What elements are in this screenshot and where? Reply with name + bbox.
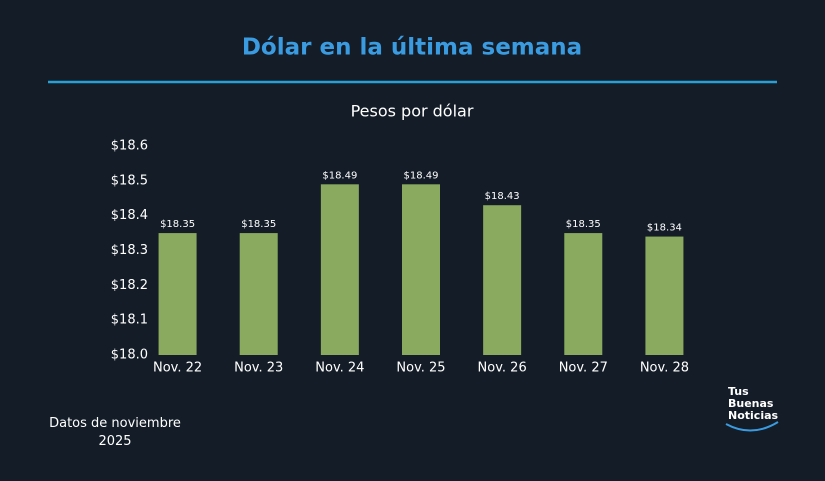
x-tick-label: Nov. 23 bbox=[234, 361, 283, 376]
y-tick-label: $18.6 bbox=[111, 139, 148, 154]
y-tick-label: $18.1 bbox=[111, 313, 148, 328]
y-tick-label: $18.0 bbox=[111, 348, 148, 363]
bar bbox=[645, 236, 684, 355]
x-tick-label: Nov. 22 bbox=[153, 361, 202, 376]
value-label: $18.35 bbox=[241, 219, 276, 230]
bar bbox=[158, 233, 197, 355]
logo-text: Buenas bbox=[728, 397, 774, 410]
x-tick-label: Nov. 28 bbox=[640, 361, 689, 376]
y-tick-label: $18.2 bbox=[111, 278, 148, 293]
x-tick-label: Nov. 26 bbox=[478, 361, 527, 376]
x-tick-label: Nov. 24 bbox=[315, 361, 364, 376]
bar bbox=[483, 205, 522, 355]
logo-text: Noticias bbox=[728, 409, 779, 422]
value-label: $18.34 bbox=[647, 223, 682, 234]
value-label: $18.43 bbox=[485, 191, 520, 202]
value-label: $18.35 bbox=[160, 219, 195, 230]
bar bbox=[402, 184, 440, 355]
y-tick-label: $18.3 bbox=[111, 243, 148, 258]
logo-arc bbox=[725, 421, 779, 432]
bar bbox=[239, 233, 278, 355]
chart-subtitle: Pesos por dólar bbox=[351, 102, 474, 121]
y-tick-label: $18.5 bbox=[111, 173, 148, 188]
value-label: $18.49 bbox=[322, 170, 357, 181]
x-tick-label: Nov. 27 bbox=[559, 361, 608, 376]
value-label: $18.49 bbox=[404, 170, 439, 181]
logo-text: Tus bbox=[728, 385, 749, 398]
y-tick-label: $18.4 bbox=[111, 208, 148, 223]
x-tick-label: Nov. 25 bbox=[396, 361, 445, 376]
value-label: $18.35 bbox=[566, 219, 601, 230]
footnote: Datos de noviembre 2025 bbox=[49, 416, 181, 449]
chart-title: Dólar en la última semana bbox=[242, 35, 582, 61]
bar bbox=[320, 184, 359, 355]
bar bbox=[564, 233, 603, 355]
